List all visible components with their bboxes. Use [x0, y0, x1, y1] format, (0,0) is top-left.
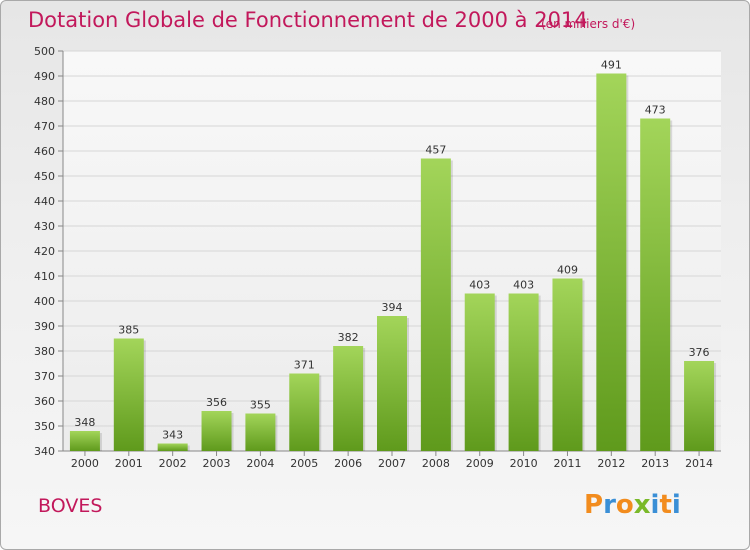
y-tick-label: 450 [34, 170, 55, 183]
x-tick-label: 2010 [510, 457, 538, 470]
x-tick-label: 2004 [246, 457, 274, 470]
bar [640, 118, 671, 451]
bar-value-label: 403 [469, 279, 490, 292]
y-tick-label: 350 [34, 420, 55, 433]
x-tick-label: 2001 [115, 457, 143, 470]
bar [113, 338, 144, 451]
bar [289, 373, 320, 451]
bar [377, 316, 407, 451]
x-tick-label: 2002 [159, 457, 187, 470]
y-tick-label: 390 [34, 320, 55, 333]
bar-value-label: 348 [74, 416, 95, 429]
proxiti-logo: Proxiti [584, 490, 681, 520]
bar-value-label: 394 [382, 301, 403, 314]
logo-letter: t [659, 490, 672, 520]
bar [464, 293, 495, 451]
bar [333, 346, 364, 451]
bar-value-label: 371 [294, 359, 315, 372]
bar [420, 158, 451, 451]
y-tick-label: 380 [34, 345, 55, 358]
x-tick-label: 2000 [71, 457, 99, 470]
bar [201, 411, 232, 451]
y-tick-label: 370 [34, 370, 55, 383]
x-tick-label: 2008 [422, 457, 450, 470]
bar-value-label: 491 [601, 59, 622, 72]
y-tick-label: 500 [34, 45, 55, 58]
x-tick-label: 2006 [334, 457, 362, 470]
y-tick-label: 420 [34, 245, 55, 258]
bar [245, 413, 276, 451]
y-tick-label: 400 [34, 295, 55, 308]
y-tick-label: 470 [34, 120, 55, 133]
commune-name: BOVES [38, 495, 103, 517]
x-tick-label: 2009 [466, 457, 494, 470]
logo-letter: i [671, 490, 681, 520]
bar-value-label: 355 [250, 399, 271, 412]
bar [684, 361, 715, 451]
y-tick-label: 460 [34, 145, 55, 158]
logo-letter: P [584, 490, 604, 520]
bar [508, 293, 539, 451]
x-tick-label: 2011 [553, 457, 581, 470]
y-tick-label: 410 [34, 270, 55, 283]
logo-letter: i [650, 490, 660, 520]
bar [157, 443, 188, 451]
y-tick-label: 480 [34, 95, 55, 108]
bar [552, 278, 583, 451]
chart-title: Dotation Globale de Fonctionnement de 20… [28, 8, 588, 32]
bar-value-label: 376 [689, 346, 710, 359]
bar-value-label: 457 [425, 144, 446, 157]
x-tick-label: 2012 [597, 457, 625, 470]
x-tick-label: 2013 [641, 457, 669, 470]
logo-letter: x [633, 490, 651, 520]
bar-value-label: 473 [645, 104, 666, 117]
bar-value-label: 382 [338, 331, 359, 344]
x-tick-label: 2007 [378, 457, 406, 470]
chart-subtitle: (en milliers d'€) [541, 17, 636, 31]
bar [69, 431, 100, 451]
x-tick-label: 2005 [290, 457, 318, 470]
y-tick-label: 430 [34, 220, 55, 233]
bar [596, 73, 627, 451]
y-tick-label: 360 [34, 395, 55, 408]
x-tick-label: 2014 [685, 457, 713, 470]
y-tick-label: 490 [34, 70, 55, 83]
bar-value-label: 343 [162, 429, 183, 442]
y-tick-label: 440 [34, 195, 55, 208]
bar-value-label: 356 [206, 396, 227, 409]
y-tick-label: 340 [34, 445, 55, 458]
bar-value-label: 385 [118, 324, 139, 337]
x-tick-label: 2003 [203, 457, 231, 470]
logo-letter: r [603, 490, 616, 520]
logo-letter: o [615, 490, 634, 520]
bar-value-label: 403 [513, 279, 534, 292]
bar-value-label: 409 [557, 264, 578, 277]
